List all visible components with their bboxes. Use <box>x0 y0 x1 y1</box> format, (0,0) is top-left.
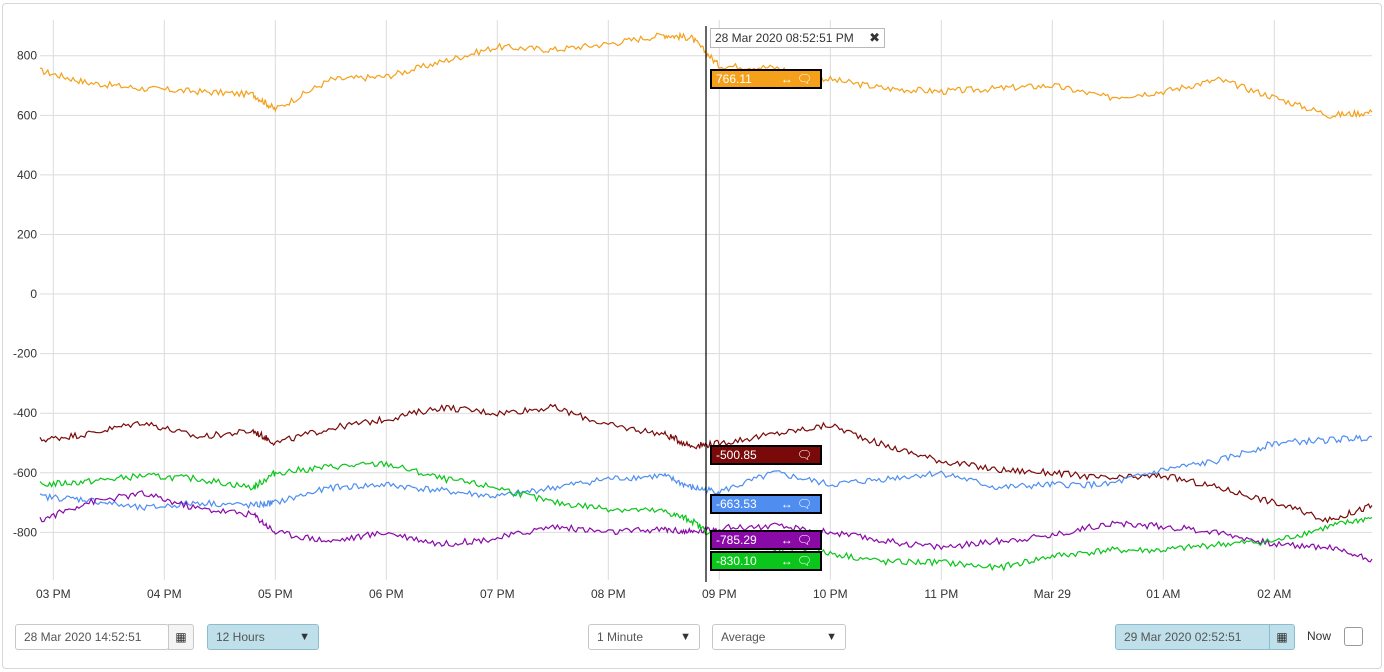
x-tick-label: 06 PM <box>369 587 404 601</box>
calendar-icon: ▦ <box>1276 630 1288 644</box>
end-date-value: 29 Mar 2020 02:52:51 <box>1124 630 1242 644</box>
x-tick-label: 09 PM <box>702 587 737 601</box>
calendar-icon: ▦ <box>175 630 187 644</box>
scale-icon[interactable]: ↔ <box>780 497 797 511</box>
readout-value: 766.11 <box>716 72 752 86</box>
series-line <box>39 490 1373 563</box>
comment-icon[interactable]: 🗨 <box>796 533 816 547</box>
scale-icon[interactable]: ↔ <box>780 554 797 568</box>
x-tick-label: 11 PM <box>924 587 958 601</box>
y-tick-label: 0 <box>30 287 37 301</box>
end-date-field[interactable]: 29 Mar 2020 02:52:51 <box>1115 624 1271 650</box>
chevron-down-icon: ▼ <box>826 631 837 643</box>
series-line <box>39 403 1373 524</box>
interval-value: 1 Minute <box>597 630 644 644</box>
y-tick-label: -800 <box>13 525 37 539</box>
close-icon[interactable]: ✖ <box>869 30 880 45</box>
readout-value: -785.29 <box>716 533 757 547</box>
y-tick-label: 200 <box>17 227 37 241</box>
chevron-down-icon: ▼ <box>680 631 691 643</box>
end-calendar-button[interactable]: ▦ <box>1269 624 1295 650</box>
series-line <box>39 434 1373 512</box>
x-tick-label: Mar 29 <box>1034 587 1072 601</box>
now-checkbox[interactable] <box>1344 627 1363 646</box>
range-value: 12 Hours <box>216 630 265 644</box>
aggregate-select[interactable]: Average ▼ <box>712 624 846 650</box>
now-label: Now <box>1307 629 1332 643</box>
start-calendar-button[interactable]: ▦ <box>168 624 194 650</box>
series-line <box>39 460 1373 572</box>
aggregate-value: Average <box>721 630 766 644</box>
scale-icon[interactable]: ↔ <box>780 72 797 86</box>
readout-series-1: 766.11 ↔🗨 <box>710 69 822 89</box>
comment-icon[interactable]: 🗨 <box>796 72 816 86</box>
x-tick-label: 04 PM <box>147 587 182 601</box>
chevron-down-icon: ▼ <box>299 631 310 643</box>
y-tick-label: -600 <box>13 466 37 480</box>
y-tick-label: -400 <box>13 406 37 420</box>
x-tick-label: 07 PM <box>480 587 515 601</box>
chart-panel <box>2 3 1382 669</box>
y-tick-label: 400 <box>17 168 37 182</box>
interval-select[interactable]: 1 Minute ▼ <box>588 624 700 650</box>
series-line <box>39 31 1373 119</box>
cursor-timestamp-text: 28 Mar 2020 08:52:51 PM <box>715 31 854 45</box>
y-tick-label: 800 <box>17 49 37 63</box>
y-tick-label: -200 <box>13 347 37 361</box>
readout-series-2: -500.85 🗨 <box>710 445 822 465</box>
range-select[interactable]: 12 Hours ▼ <box>207 624 319 650</box>
x-tick-label: 10 PM <box>813 587 848 601</box>
x-tick-label: 01 AM <box>1146 587 1180 601</box>
readout-series-3: -663.53 ↔🗨 <box>710 494 822 514</box>
x-tick-label: 02 AM <box>1257 587 1291 601</box>
comment-icon[interactable]: 🗨 <box>796 448 816 462</box>
readout-value: -663.53 <box>716 497 757 511</box>
x-tick-label: 03 PM <box>36 587 71 601</box>
y-tick-label: 600 <box>17 108 37 122</box>
readout-series-4: -785.29 ↔🗨 <box>710 530 822 550</box>
start-date-value: 28 Mar 2020 14:52:51 <box>24 630 142 644</box>
x-tick-label: 05 PM <box>258 587 293 601</box>
comment-icon[interactable]: 🗨 <box>796 554 816 568</box>
readout-series-5: -830.10 ↔🗨 <box>710 551 822 571</box>
readout-value: -830.10 <box>716 554 757 568</box>
scale-icon[interactable]: ↔ <box>780 533 797 547</box>
start-date-field[interactable]: 28 Mar 2020 14:52:51 <box>15 624 169 650</box>
cursor-timestamp: 28 Mar 2020 08:52:51 PM ✖ <box>710 28 885 48</box>
x-tick-label: 08 PM <box>591 587 626 601</box>
comment-icon[interactable]: 🗨 <box>796 497 816 511</box>
readout-value: -500.85 <box>716 448 757 462</box>
